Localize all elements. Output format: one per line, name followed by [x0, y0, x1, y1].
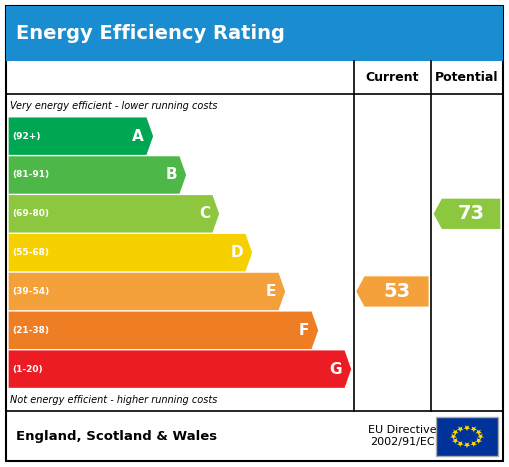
- Polygon shape: [452, 430, 459, 435]
- Polygon shape: [356, 276, 429, 307]
- Polygon shape: [475, 430, 482, 435]
- Text: B: B: [165, 168, 177, 183]
- Polygon shape: [457, 441, 464, 447]
- Polygon shape: [9, 311, 318, 349]
- Text: 73: 73: [458, 205, 485, 223]
- Polygon shape: [9, 118, 153, 155]
- Text: G: G: [329, 361, 342, 376]
- Text: Not energy efficient - higher running costs: Not energy efficient - higher running co…: [10, 395, 217, 405]
- Polygon shape: [452, 438, 459, 444]
- Text: (55-68): (55-68): [13, 248, 50, 257]
- Text: (69-80): (69-80): [13, 209, 50, 218]
- Polygon shape: [464, 425, 470, 431]
- Polygon shape: [470, 441, 477, 447]
- Text: (81-91): (81-91): [13, 170, 50, 179]
- Text: A: A: [132, 129, 144, 144]
- Text: (39-54): (39-54): [13, 287, 50, 296]
- Text: (92+): (92+): [13, 132, 41, 141]
- Text: (21-38): (21-38): [13, 326, 50, 335]
- Text: C: C: [199, 206, 210, 221]
- Text: England, Scotland & Wales: England, Scotland & Wales: [16, 430, 217, 443]
- Text: D: D: [231, 245, 243, 260]
- Polygon shape: [450, 434, 457, 440]
- Bar: [6, 6, 503, 61]
- Polygon shape: [434, 198, 500, 229]
- Polygon shape: [9, 156, 186, 194]
- Text: F: F: [299, 323, 309, 338]
- Text: Energy Efficiency Rating: Energy Efficiency Rating: [16, 24, 285, 42]
- Polygon shape: [9, 234, 252, 271]
- Polygon shape: [457, 426, 464, 432]
- Text: Current: Current: [365, 71, 419, 84]
- Polygon shape: [464, 442, 470, 448]
- Polygon shape: [9, 195, 219, 233]
- Text: (1-20): (1-20): [13, 365, 43, 374]
- Polygon shape: [475, 438, 482, 444]
- Text: Very energy efficient - lower running costs: Very energy efficient - lower running co…: [10, 100, 218, 111]
- Text: Potential: Potential: [435, 71, 499, 84]
- Text: 53: 53: [383, 282, 410, 301]
- Text: EU Directive
2002/91/EC: EU Directive 2002/91/EC: [369, 425, 437, 447]
- Polygon shape: [9, 273, 285, 310]
- Polygon shape: [9, 350, 351, 388]
- Bar: [436, 417, 498, 456]
- Polygon shape: [470, 426, 477, 432]
- Polygon shape: [477, 434, 484, 440]
- Text: E: E: [266, 284, 276, 299]
